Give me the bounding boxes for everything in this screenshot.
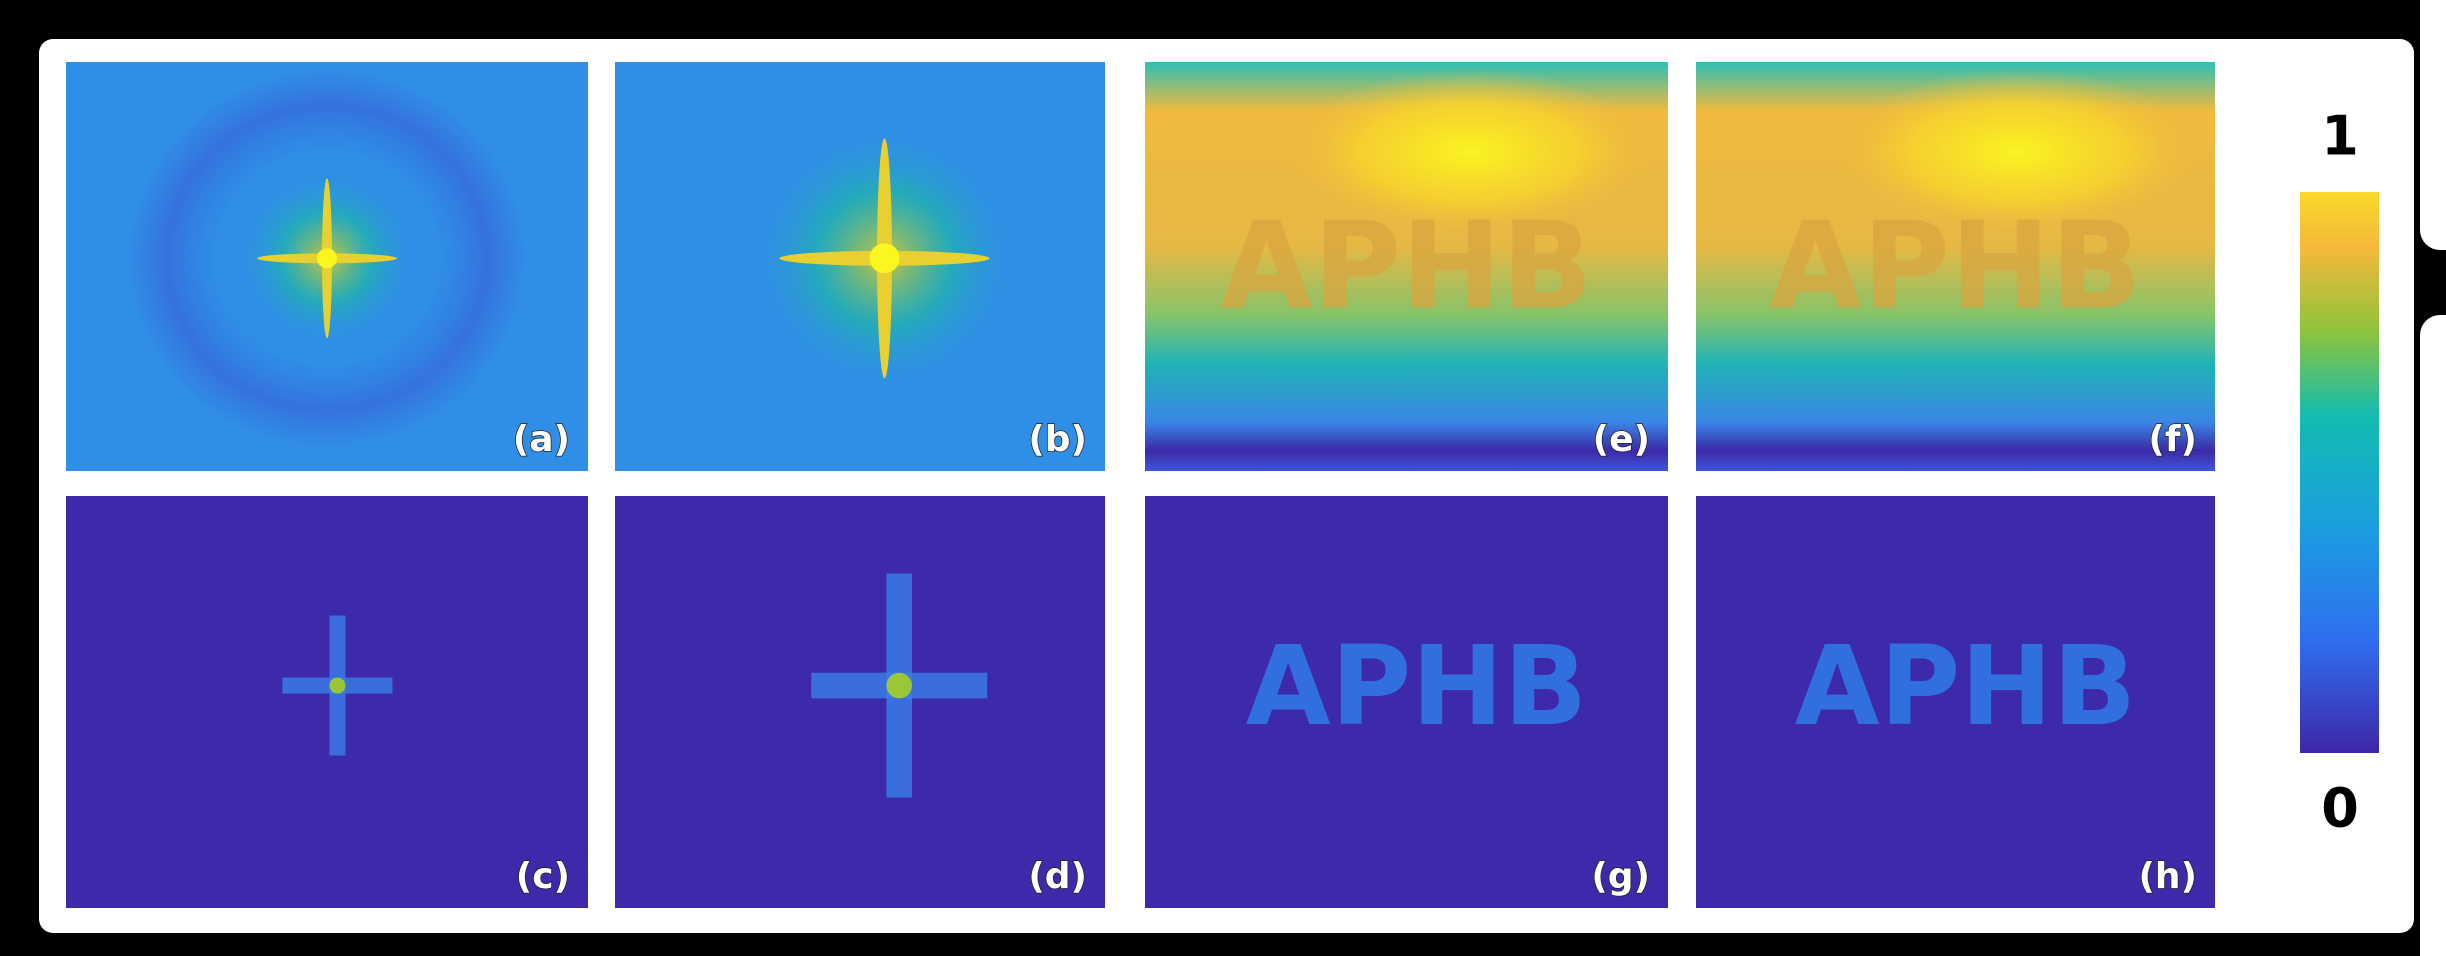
panel-label: (g)	[1591, 856, 1650, 897]
image-panel: APHB (f)	[1696, 62, 2215, 471]
image-panel: APHB (e)	[1145, 62, 1668, 471]
panel-label: (f)	[2148, 419, 2197, 460]
image-panel: APHB (g)	[1145, 496, 1668, 908]
cross-center	[886, 673, 912, 699]
image-text: APHB	[1795, 622, 2137, 750]
panel-label: (h)	[2138, 856, 2197, 897]
image-panel: APHB (h)	[1696, 496, 2215, 908]
panel-label: (e)	[1593, 419, 1650, 460]
image-panel: (a)	[66, 62, 588, 471]
cross-center	[317, 248, 337, 268]
colorbar-top-label: 1	[2321, 105, 2359, 168]
image-text: APHB	[1246, 622, 1588, 750]
image-background	[615, 496, 1105, 908]
cross-center	[329, 678, 345, 694]
cross-center	[870, 243, 900, 273]
edge-panel	[2420, 0, 2446, 250]
edge-panel	[2420, 315, 2446, 956]
colorbar-bottom-label: 0	[2321, 777, 2359, 840]
image-background	[66, 496, 588, 908]
image-panel: (c)	[66, 496, 588, 908]
image-panel: (d)	[615, 496, 1105, 908]
figure: (a) (b) (c) (d) APHB (e) APHB (f) APHB (g) APHB (h)…	[0, 0, 2446, 956]
panel-label: (c)	[516, 856, 570, 897]
image-text: APHB	[1220, 197, 1593, 336]
page: (a) (b) (c) (d) APHB (e) APHB (f) APHB (g) APHB (h)…	[0, 0, 2446, 956]
panel-label: (d)	[1028, 856, 1087, 897]
panel-label: (a)	[513, 419, 570, 460]
image-text: APHB	[1769, 197, 2142, 336]
panel-label: (b)	[1028, 419, 1087, 460]
colorbar	[2300, 192, 2379, 753]
image-panel: (b)	[615, 62, 1105, 471]
